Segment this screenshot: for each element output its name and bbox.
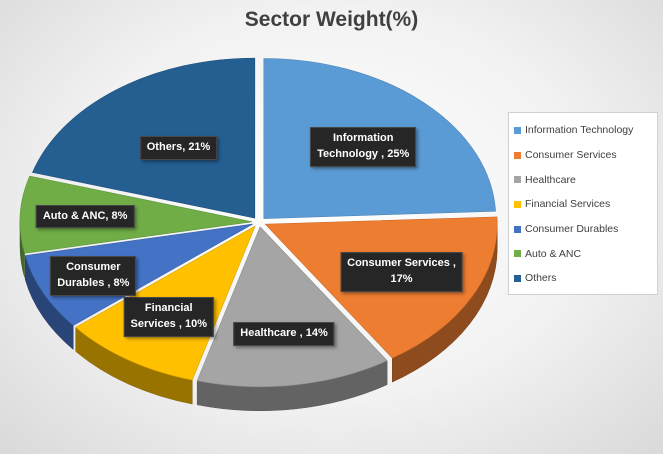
- legend-swatch: [514, 250, 521, 258]
- legend-item-consumer-durables: Consumer Durables: [514, 217, 652, 242]
- legend-item-auto-and-anc: Auto & ANC: [514, 241, 652, 266]
- pie-slice-auto-and-anc: [19, 175, 253, 254]
- legend-item-others: Others: [514, 266, 652, 291]
- legend-item-financial-services: Financial Services: [514, 192, 652, 217]
- data-label-consumer-services: Consumer Services , 17%: [340, 252, 463, 293]
- legend-swatch: [514, 176, 521, 184]
- data-label-line: Consumer: [66, 261, 121, 274]
- data-label-healthcare: Healthcare , 14%: [233, 322, 335, 347]
- data-label-line: 17%: [390, 273, 413, 286]
- pie-slice-healthcare: [196, 226, 388, 388]
- legend-label: Auto & ANC: [525, 247, 582, 260]
- legend-label: Healthcare: [525, 173, 576, 186]
- legend-label: Others: [525, 272, 557, 285]
- data-label-line: Financial: [144, 302, 193, 315]
- data-label-financial-services: Financial Services , 10%: [123, 297, 214, 337]
- data-label-line: Others, 21%: [146, 140, 211, 153]
- data-label-line: Durables , 8%: [57, 277, 130, 290]
- data-label-line: Auto & ANC, 8%: [42, 209, 128, 222]
- legend-label: Financial Services: [525, 198, 611, 211]
- data-label-line: Technology , 25%: [317, 147, 410, 160]
- data-label-auto-and-anc: Auto & ANC, 8%: [35, 204, 135, 229]
- legend-swatch: [514, 126, 521, 134]
- legend: Information Technology Consumer Services H…: [508, 112, 658, 295]
- data-label-line: Information: [332, 131, 394, 144]
- data-label-line: Consumer Services ,: [347, 257, 456, 270]
- chart-title: Sector Weight(%): [244, 8, 419, 31]
- legend-swatch: [514, 274, 521, 282]
- pie-slice-consumer-durables: [24, 223, 253, 326]
- legend-item-information-technology: Information Technology: [514, 118, 652, 143]
- data-label-line: Healthcare , 14%: [240, 327, 328, 340]
- data-label-consumer-durables: Consumer Durables , 8%: [50, 256, 137, 297]
- legend-item-consumer-services: Consumer Services: [514, 143, 652, 168]
- data-label-others: Others, 21%: [139, 135, 218, 160]
- legend-swatch: [514, 225, 521, 233]
- legend-swatch: [514, 200, 521, 208]
- legend-item-healthcare: Healthcare: [514, 167, 652, 192]
- pie-side-walls: [19, 221, 498, 412]
- legend-label: Information Technology: [525, 124, 634, 137]
- data-label-information-technology: Information Technology , 25%: [310, 126, 417, 167]
- legend-label: Consumer Services: [525, 149, 617, 162]
- data-label-line: Services , 10%: [130, 318, 207, 331]
- legend-label: Consumer Durables: [525, 223, 619, 236]
- legend-swatch: [514, 151, 521, 159]
